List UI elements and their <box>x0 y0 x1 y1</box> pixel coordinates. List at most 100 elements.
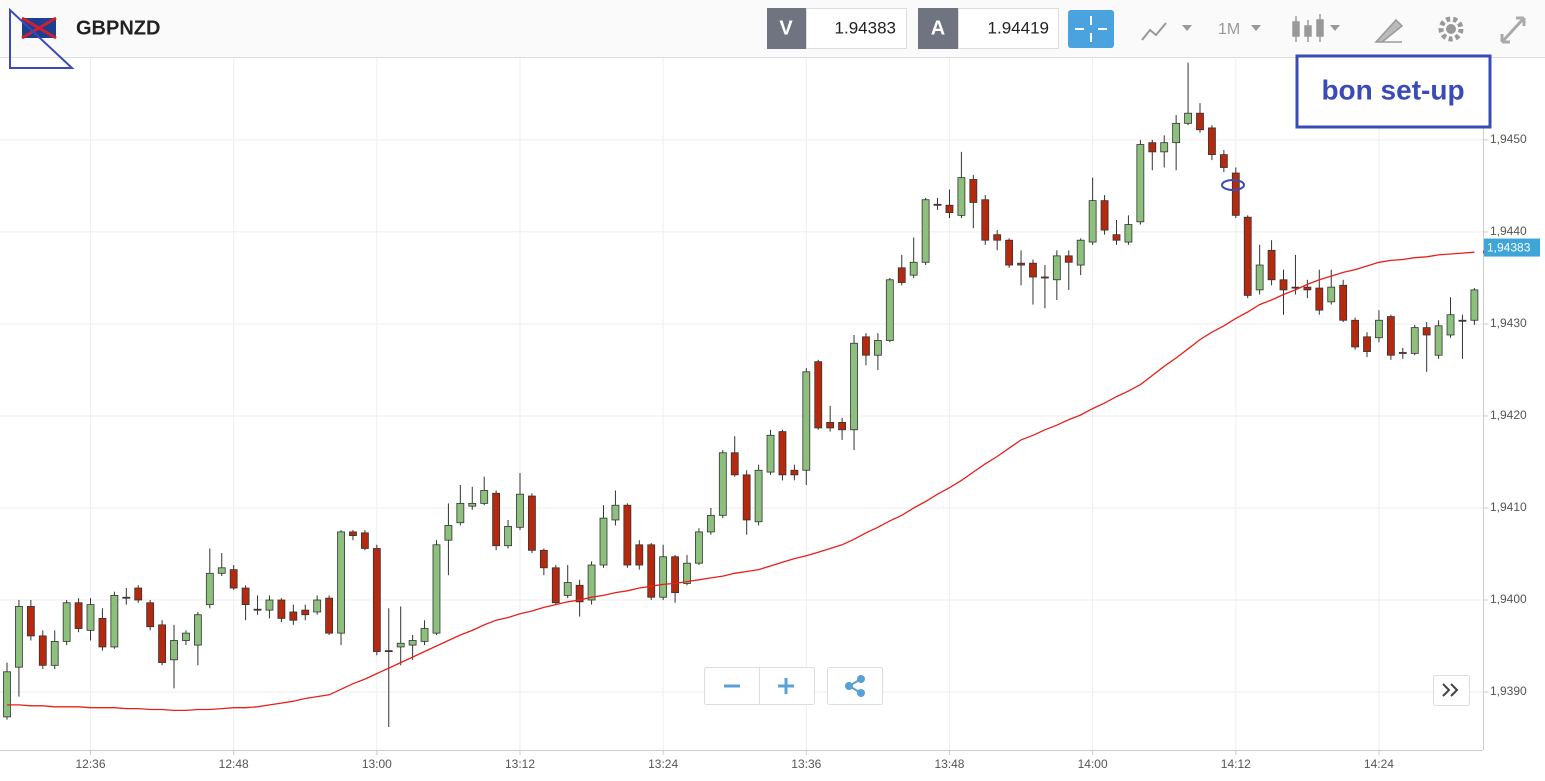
candle-body <box>217 567 226 574</box>
candle-body <box>1458 319 1467 322</box>
candle-body <box>909 261 918 276</box>
candle-body <box>1124 224 1133 243</box>
candle-body <box>587 564 596 601</box>
candle-body <box>850 342 858 431</box>
candle-body <box>981 199 990 241</box>
candle-body <box>1386 316 1395 356</box>
candle-body <box>778 431 787 476</box>
candle-body <box>134 587 143 601</box>
candle-body <box>873 340 882 356</box>
settings-icon[interactable] <box>1438 16 1464 42</box>
x-tick-label: 13:48 <box>934 757 964 771</box>
buy-box[interactable] <box>958 8 1059 49</box>
x-tick-label: 12:36 <box>75 757 105 771</box>
x-tick-label: 13:36 <box>791 757 821 771</box>
chart-type-icon[interactable] <box>1141 22 1167 41</box>
share-button[interactable] <box>827 667 883 705</box>
candle-body <box>1291 286 1300 289</box>
candle-body <box>1112 234 1121 241</box>
candle-body <box>325 597 334 634</box>
scroll-end-button[interactable] <box>1433 675 1470 706</box>
candle-body <box>945 204 954 213</box>
sell-box[interactable] <box>806 8 907 49</box>
candle-body <box>1041 276 1049 279</box>
share-dot <box>857 675 865 683</box>
y-tick-label: 1,9440 <box>1490 224 1527 238</box>
y-tick-label: 1,9420 <box>1490 408 1527 422</box>
draw-icon[interactable] <box>1374 18 1404 43</box>
candle-body <box>862 336 870 356</box>
candle-body <box>1303 286 1312 291</box>
candle-body <box>384 650 393 653</box>
candle-body <box>301 609 310 616</box>
expand-icon[interactable] <box>1500 16 1526 44</box>
candle-body <box>659 556 668 598</box>
candle-body <box>337 531 345 634</box>
candle-body <box>1363 336 1371 352</box>
candle-body <box>1076 239 1085 266</box>
candle-body <box>1327 286 1336 303</box>
candle-body <box>551 567 560 604</box>
candle-body <box>444 525 453 541</box>
candle-body <box>1375 319 1383 339</box>
buy-button[interactable] <box>918 8 958 49</box>
x-tick-label: 13:24 <box>648 757 678 771</box>
candle-body <box>98 618 107 648</box>
candle-body <box>1434 325 1443 356</box>
candle-body <box>706 514 715 533</box>
dropdown-arrow <box>1330 25 1340 31</box>
candle-body <box>1279 279 1288 291</box>
candle-body <box>277 599 286 619</box>
candles-icon[interactable] <box>1292 14 1324 42</box>
candle-body <box>360 532 369 549</box>
candle-body <box>611 504 620 521</box>
x-tick-label: 13:12 <box>505 757 535 771</box>
candle-body <box>372 548 381 652</box>
scroll-end-icon <box>1442 683 1459 697</box>
candle-body <box>432 544 441 634</box>
candle-body <box>1470 289 1479 321</box>
candle-body <box>15 606 23 668</box>
plot: 1,9390 1,9400 1,9410 1,9420 1,9430 1,9440 1,94… <box>0 58 1527 771</box>
candle-body <box>229 569 238 589</box>
candle-body <box>1029 262 1037 278</box>
candle-body <box>933 203 942 206</box>
candle-body <box>575 584 584 603</box>
zoom-in[interactable] <box>778 678 794 694</box>
buy-label: A <box>931 17 945 39</box>
sell-button[interactable] <box>767 8 806 49</box>
candle-body <box>193 614 202 646</box>
candle-body <box>492 492 501 547</box>
candle-body <box>1196 112 1204 131</box>
candle-body <box>480 490 489 504</box>
candle-body <box>1422 327 1431 336</box>
candle-body <box>957 177 966 216</box>
candle-body <box>146 602 155 628</box>
candle-body <box>1219 154 1228 168</box>
candle-body <box>205 572 214 606</box>
candle-body <box>754 469 763 523</box>
crosshair-button[interactable] <box>1068 10 1114 48</box>
timeframe[interactable]: 1M <box>1218 21 1240 38</box>
candle-body <box>38 635 47 666</box>
y-tick-label: 1,9430 <box>1490 316 1527 330</box>
candle-body <box>623 504 632 566</box>
candle-body <box>504 525 512 547</box>
candle-body <box>885 279 894 341</box>
candle-body <box>1398 352 1407 354</box>
candle-body <box>1160 142 1169 153</box>
candle-body <box>921 199 930 263</box>
candle-body <box>528 495 536 551</box>
y-tick-label: 1,9450 <box>1490 132 1527 146</box>
candle-body <box>468 502 477 507</box>
setup-marker <box>1221 179 1245 191</box>
candle-body <box>1243 216 1252 296</box>
candle-body <box>539 549 548 569</box>
candle-body <box>408 640 417 646</box>
candle-body <box>1064 255 1073 263</box>
dropdown-arrow <box>1251 25 1261 31</box>
candle-body <box>993 234 1002 241</box>
candle-body <box>62 602 71 642</box>
